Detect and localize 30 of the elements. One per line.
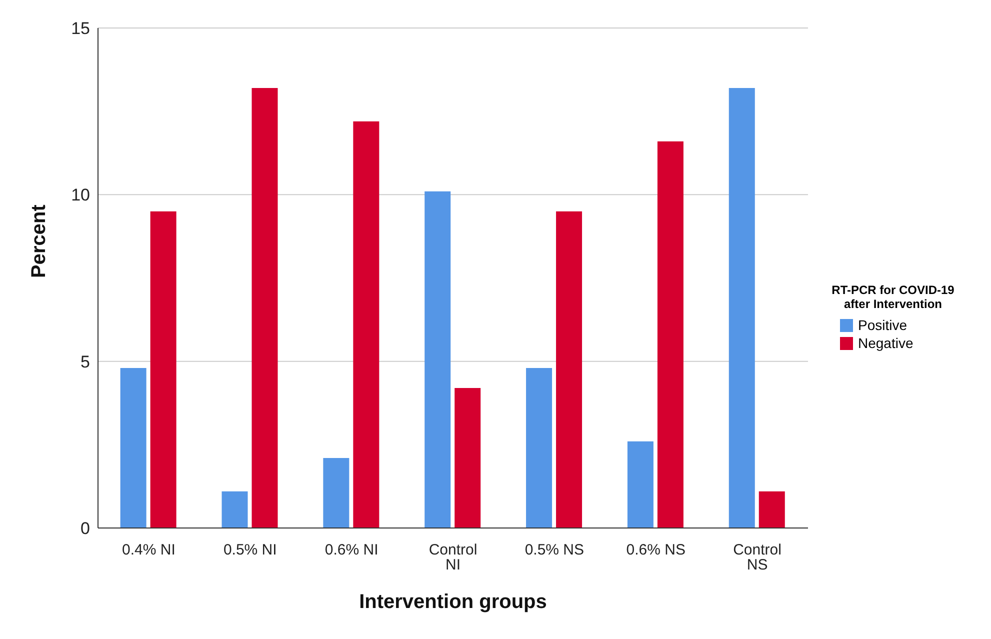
bar xyxy=(728,88,755,528)
x-tick-label: 0.4% NI xyxy=(122,542,176,559)
x-tick-label: 0.5% NS xyxy=(524,542,584,559)
y-tick-label: 0 xyxy=(80,519,90,538)
bar xyxy=(526,368,552,528)
bar xyxy=(120,368,146,528)
bar xyxy=(627,441,654,528)
y-tick-label: 10 xyxy=(71,186,90,205)
x-tick-label: 0.6% NI xyxy=(324,542,378,559)
y-axis-title: Percent xyxy=(28,204,50,278)
bar xyxy=(222,491,248,528)
legend-title: RT-PCR for COVID-19 after Intervention xyxy=(830,283,956,311)
x-tick-label: 0.6% NS xyxy=(626,542,686,559)
bar xyxy=(556,211,582,528)
x-tick-label: Control NS xyxy=(733,542,782,574)
bar xyxy=(424,191,451,528)
x-tick-label: Control NI xyxy=(428,542,478,574)
bar xyxy=(657,141,684,528)
x-axis-title: Intervention groups xyxy=(359,591,547,613)
bar xyxy=(323,458,350,528)
x-tick-label: 0.5% NI xyxy=(223,542,277,559)
bar xyxy=(252,88,278,528)
legend-label: Negative xyxy=(857,335,914,351)
bar xyxy=(454,388,481,528)
legend-label: Positive xyxy=(857,317,908,333)
y-tick-label: 15 xyxy=(71,19,90,38)
bar xyxy=(758,491,785,528)
bar xyxy=(353,121,380,528)
bar xyxy=(150,211,176,528)
y-tick-label: 5 xyxy=(80,352,90,372)
